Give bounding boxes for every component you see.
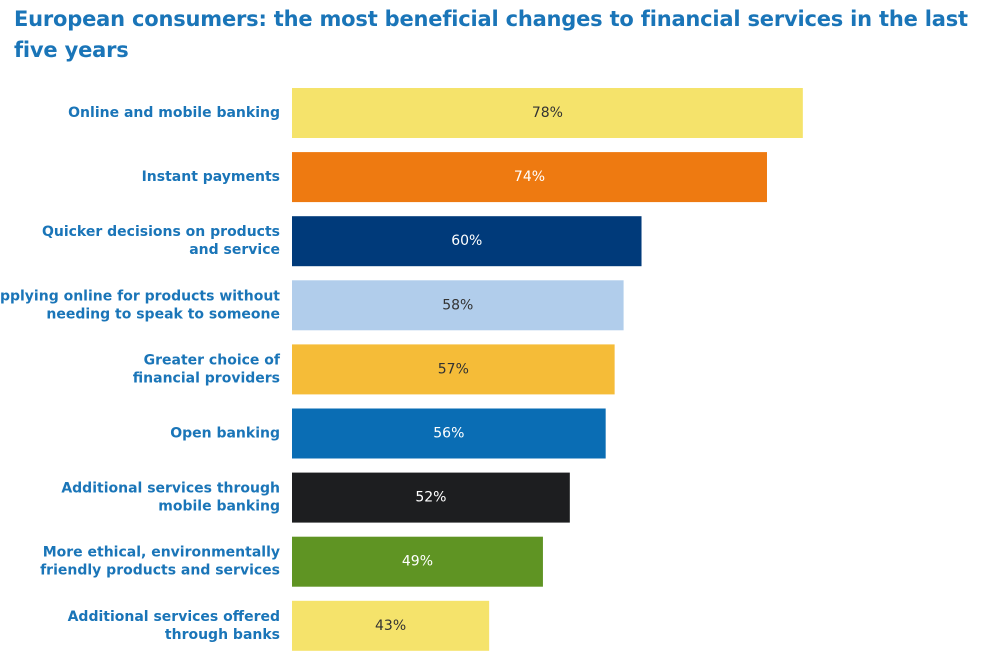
bar-9 bbox=[292, 600, 490, 651]
category-label-6: Open banking bbox=[170, 426, 280, 442]
bar-1 bbox=[292, 88, 803, 138]
category-label-9: Additional services offered through banks bbox=[68, 609, 280, 643]
value-label-4: 58% bbox=[442, 297, 473, 313]
category-label-4: Applying online for products without need… bbox=[0, 288, 280, 322]
category-label-8: More ethical, environmentally friendly pr… bbox=[40, 545, 280, 579]
value-label-7: 52% bbox=[415, 490, 446, 506]
value-label-1: 78% bbox=[532, 105, 563, 121]
value-label-2: 74% bbox=[514, 169, 545, 185]
category-label-2: Instant payments bbox=[142, 169, 280, 185]
bar-6 bbox=[292, 408, 606, 459]
value-labels-group: 78% 74% 60% 58% 57% 56% 52% 49% 43% bbox=[375, 105, 563, 634]
value-label-5: 57% bbox=[438, 361, 469, 377]
bar-3 bbox=[292, 216, 642, 267]
bar-7 bbox=[292, 472, 570, 523]
value-label-9: 43% bbox=[375, 618, 406, 634]
category-label-3: Quicker decisions on products and service bbox=[42, 224, 280, 258]
category-label-5: Greater choice of financial providers bbox=[133, 352, 281, 386]
category-labels-group: Online and mobile banking Instant payment… bbox=[0, 105, 281, 643]
chart-title: European consumers: the most beneficial … bbox=[14, 7, 968, 62]
bar-2 bbox=[292, 152, 767, 203]
category-label-1: Online and mobile banking bbox=[68, 105, 280, 121]
bar-5 bbox=[292, 344, 615, 395]
bar-4 bbox=[292, 280, 624, 331]
value-label-8: 49% bbox=[402, 554, 433, 570]
bar-8 bbox=[292, 536, 543, 587]
bars-group bbox=[292, 88, 803, 651]
value-label-6: 56% bbox=[433, 426, 464, 442]
category-label-7: Additional services through mobile bankin… bbox=[61, 481, 280, 515]
value-label-3: 60% bbox=[451, 233, 482, 249]
